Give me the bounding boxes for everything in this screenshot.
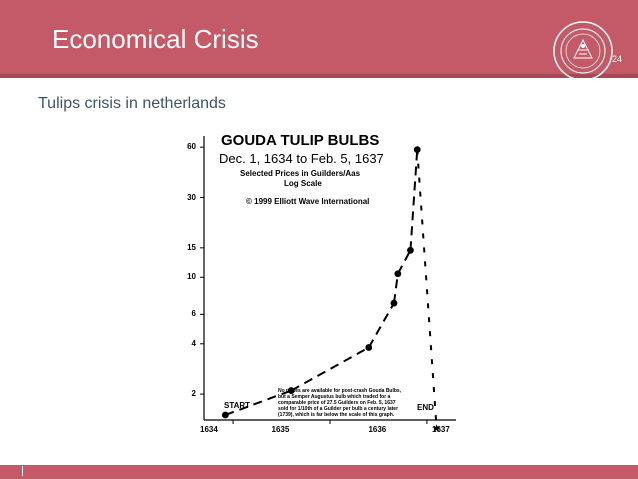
data-point [365, 344, 373, 351]
end-star-icon [432, 424, 441, 432]
slide-title: Economical Crisis [52, 24, 259, 54]
chart-date-range: Dec. 1, 1634 to Feb. 5, 1637 [219, 151, 384, 166]
x-tick-label: 1637 [432, 425, 450, 434]
series-segment [409, 149, 419, 251]
x-tick-label: 1635 [271, 425, 290, 434]
series-segment [224, 389, 292, 416]
y-tick-label: 10 [187, 272, 196, 282]
note-line: but a Semper Augustus bulb which traded … [278, 394, 391, 400]
series-segment [290, 346, 370, 392]
header-divider [0, 74, 638, 78]
data-point [221, 411, 229, 419]
y-tick-label: 2 [191, 389, 196, 399]
x-tick-label: 1636 [368, 425, 387, 434]
y-tick-label: 4 [191, 338, 196, 348]
series-segment [367, 302, 395, 349]
start-label: START [224, 401, 251, 410]
slide-subtitle: Tulips crisis in netherlands [38, 95, 226, 112]
y-tick-label: 6 [191, 309, 196, 319]
note-line: No prices are available for post-crash G… [278, 388, 402, 394]
note-line: sold for 1/10th of a Guilder per bulb a … [278, 406, 399, 412]
data-point [287, 387, 295, 394]
tulip-chart: GOUDA TULIP BULBS Dec. 1, 1634 to Feb. 5… [164, 126, 464, 444]
chart-title: GOUDA TULIP BULBS [221, 132, 380, 149]
footer-bar [0, 465, 638, 479]
data-point [413, 146, 421, 154]
series-segment [396, 249, 412, 275]
page-number: 24 [612, 54, 623, 64]
y-tick-label: 60 [187, 142, 196, 152]
data-point [407, 246, 414, 254]
note-line: (1739), which is far below the scale of … [278, 412, 395, 418]
crash-line [416, 149, 438, 429]
y-tick-label: 15 [187, 242, 196, 252]
university-seal-icon [553, 21, 613, 81]
footer-marker [22, 466, 23, 476]
chart-note: No prices are available for post-crash G… [278, 388, 418, 418]
note-line: comparable price of 27.5 Guilders on Feb… [278, 400, 396, 406]
end-label: END [417, 403, 434, 412]
y-tick-label: 30 [187, 192, 196, 202]
chart-canvas [200, 136, 456, 432]
chart-subtitle-line2: Log Scale [284, 179, 322, 188]
data-point [394, 270, 402, 278]
series-segment [392, 273, 399, 304]
header-bar [0, 0, 638, 78]
data-point [390, 299, 398, 307]
chart-subtitle-line1: Selected Prices in Guilders/Aas [240, 169, 361, 178]
chart-copyright: © 1999 Elliott Wave International [246, 197, 370, 206]
x-tick-label: 1634 [200, 425, 218, 434]
